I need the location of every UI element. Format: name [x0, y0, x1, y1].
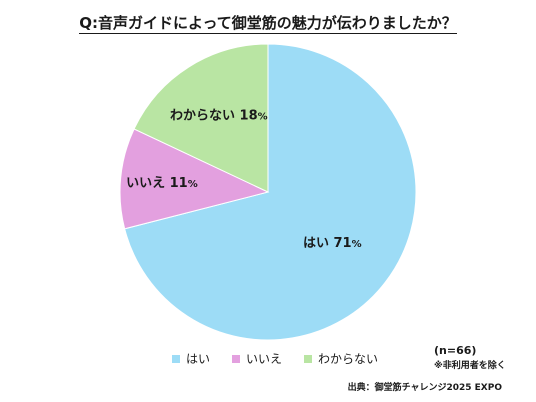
data-label-no: いいえ 11%: [126, 176, 198, 191]
sample-size-note: (n=66): [434, 344, 477, 357]
legend-swatch-no: [232, 354, 241, 363]
pie-slice-yes: [124, 43, 417, 341]
chart-title-text: Q:音声ガイドによって御堂筋の魅力が伝わりましたか？: [79, 14, 457, 34]
pie-slice-unknown: [133, 43, 269, 193]
legend-item-no: いいえ: [232, 350, 282, 367]
pie-slice-no: [119, 128, 270, 230]
legend-label-yes: はい: [186, 352, 211, 366]
data-label-yes: はい 71%: [303, 236, 362, 251]
legend-swatch-unknown: [304, 354, 313, 363]
source-note: 出典：御堂筋チャレンジ2025 EXPO: [347, 383, 502, 393]
legend-item-yes: はい: [172, 350, 210, 367]
legend-item-unknown: わからない: [304, 350, 378, 367]
chart-title: Q:音声ガイドによって御堂筋の魅力が伝わりましたか？: [0, 12, 536, 34]
legend-swatch-yes: [172, 354, 180, 363]
legend: はい いいえ わからない: [172, 350, 378, 367]
legend-label-unknown: わからない: [318, 352, 379, 366]
exclusion-note: ※非利用者を除く: [434, 361, 506, 371]
legend-label-no: いいえ: [246, 352, 283, 366]
data-label-unknown: わからない 18%: [170, 109, 268, 124]
